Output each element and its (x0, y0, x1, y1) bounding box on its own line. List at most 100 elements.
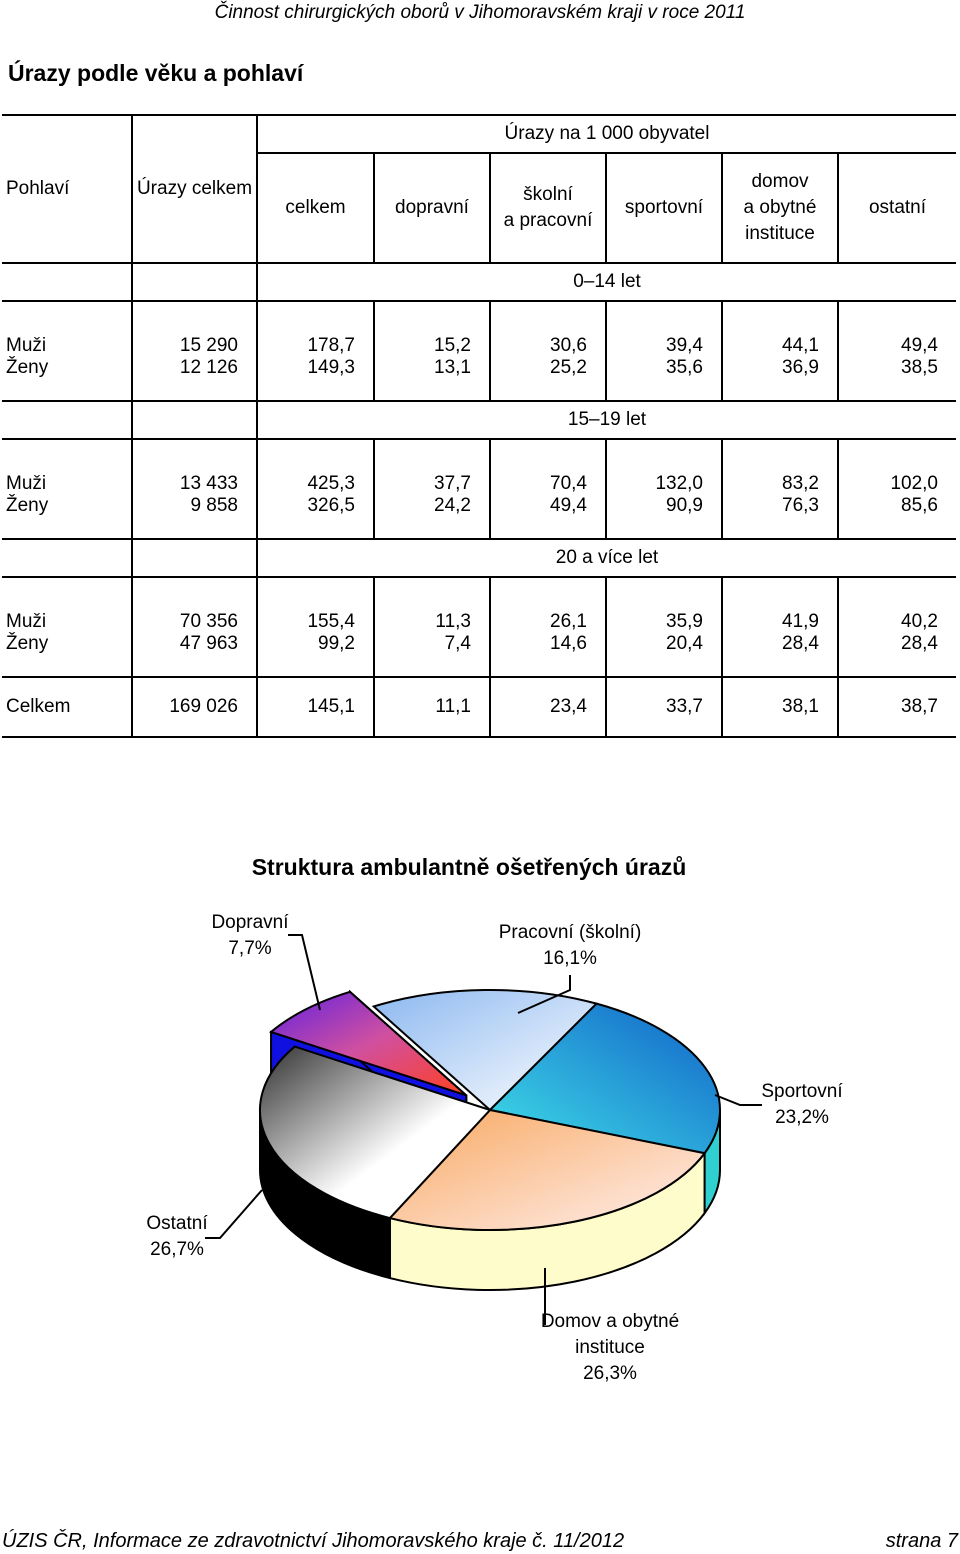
table-total-row: Celkem 169 026 145,1 11,1 23,4 33,7 38,1 38,7 (2, 676, 956, 738)
leader-line-ostatni (205, 1189, 263, 1239)
row-value: 24,2 (373, 495, 490, 539)
table-row: Muži 15 290 178,7 15,2 30,6 39,4 44,1 49,4 (2, 300, 956, 357)
leader-line-sportovni (714, 1094, 762, 1106)
row-sex: Ženy (6, 357, 49, 378)
row-value: 37,7 (373, 438, 490, 495)
footer-page-number: strana 7 (885, 1530, 958, 1552)
col-header-pohlavi: Pohlaví (2, 114, 132, 263)
row-value: 20,4 (605, 633, 722, 677)
row-value: 35,6 (605, 357, 722, 401)
row-value: 25,2 (489, 357, 606, 401)
section-row: 20 a více let (2, 538, 956, 577)
row-sex: Muži (2, 300, 132, 357)
row-value: 178,7 (256, 300, 374, 357)
col-header-urazy-celkem: Úrazy celkem (131, 114, 257, 263)
row-value: 14,6 (489, 633, 606, 677)
col-header: sportovní (605, 152, 722, 263)
pie-slice (269, 990, 467, 1097)
table-header-row: Pohlaví Úrazy celkem Úrazy na 1 000 obyvat… (2, 114, 956, 263)
row-value: 145,1 (256, 676, 374, 738)
section-row: 0–14 let (2, 262, 956, 301)
col-header: dopravní (373, 152, 490, 263)
section-label: 15–19 let (256, 400, 956, 439)
row-value: 38,1 (721, 676, 838, 738)
row-value: 40,2 (837, 576, 956, 633)
row-value: 38,5 (837, 357, 956, 401)
row-value: 7,4 (373, 633, 490, 677)
row-total: 169 026 (131, 676, 257, 738)
row-sex: Celkem (2, 676, 132, 738)
row-value: 35,9 (605, 576, 722, 633)
slice-label-pracovni: Pracovní (školní) 16,1% (498, 922, 642, 969)
footer-source: ÚZIS ČR, Informace ze zdravotnictví Jiho… (2, 1530, 625, 1552)
row-value: 41,9 (721, 576, 838, 633)
row-value: 15,2 (373, 300, 490, 357)
leader-line-pracovni (517, 975, 571, 1014)
row-value: 102,0 (837, 438, 956, 495)
slice-label-domov: Domov a obytné instituce 26,3% (540, 1311, 680, 1384)
slice-label-dopravni: Dopravní 7,7% (211, 912, 289, 959)
table-header-row: celkem dopravní školní a pracovní sportovní… (2, 152, 956, 263)
row-sex: Muži (2, 576, 132, 633)
slice-label-ostatni: Ostatní 26,7% (146, 1213, 208, 1260)
row-value: 425,3 (256, 438, 374, 495)
table-row: Ženy 47 963 99,2 7,4 14,6 20,4 28,4 28,4 (2, 633, 956, 677)
page-header: Činnost chirurgických oborů v Jihomoravs… (214, 2, 746, 23)
row-value: 149,3 (256, 357, 374, 401)
row-value: 99,2 (256, 633, 374, 677)
row-sex: Ženy (6, 495, 49, 516)
row-value: 28,4 (837, 633, 956, 677)
row-value: 23,4 (489, 676, 606, 738)
pie-slice (388, 1108, 707, 1231)
row-total: 15 290 (131, 300, 257, 357)
row-value: 30,6 (489, 300, 606, 357)
row-value: 326,5 (256, 495, 374, 539)
injuries-table: Pohlaví Úrazy celkem Úrazy na 1 000 obyvat… (2, 114, 956, 738)
table-row: Muži 70 356 155,4 11,3 26,1 35,9 41,9 40,2 (2, 576, 956, 633)
row-value: 132,0 (605, 438, 722, 495)
row-value: 44,1 (721, 300, 838, 357)
row-value: 33,7 (605, 676, 722, 738)
row-value: 90,9 (605, 495, 722, 539)
row-value: 76,3 (721, 495, 838, 539)
row-value: 36,9 (721, 357, 838, 401)
row-value: 85,6 (837, 495, 956, 539)
row-value: 13,1 (373, 357, 490, 401)
pie-slice (371, 988, 599, 1112)
group-header: Úrazy na 1 000 obyvatel (256, 114, 956, 153)
page-title: Úrazy podle věku a pohlaví (8, 60, 304, 86)
slice-label-sportovni: Sportovní 23,2% (761, 1081, 843, 1128)
col-header: domov a obytné instituce (721, 152, 838, 263)
table-row: Ženy 12 126 149,3 13,1 25,2 35,6 36,9 38,5 (2, 357, 956, 401)
row-value: 28,4 (721, 633, 838, 677)
row-total: 9 858 (131, 495, 257, 539)
row-value: 49,4 (837, 300, 956, 357)
pie-slice (487, 1002, 721, 1155)
row-value: 26,1 (489, 576, 606, 633)
row-value: 11,1 (373, 676, 490, 738)
row-total: 47 963 (131, 633, 257, 677)
leader-line-dopravni (288, 934, 321, 1011)
row-sex: Muži (2, 438, 132, 495)
row-value: 155,4 (256, 576, 374, 633)
row-total: 13 433 (131, 438, 257, 495)
section-row: 15–19 let (2, 400, 956, 439)
row-total: 70 356 (131, 576, 257, 633)
row-sex: Ženy (6, 633, 49, 654)
table-row: Muži 13 433 425,3 37,7 70,4 132,0 83,2 102,0 (2, 438, 956, 495)
col-header: školní a pracovní (489, 152, 606, 263)
col-header: celkem (256, 152, 374, 263)
row-total: 12 126 (131, 357, 257, 401)
table-row: Ženy 9 858 326,5 24,2 49,4 90,9 76,3 85,6 (2, 495, 956, 539)
section-label: 0–14 let (256, 262, 956, 301)
pie-slice (259, 1045, 492, 1220)
chart-title: Struktura ambulantně ošetřených úrazů (251, 854, 687, 880)
row-value: 70,4 (489, 438, 606, 495)
row-value: 38,7 (837, 676, 956, 738)
row-value: 39,4 (605, 300, 722, 357)
section-label: 20 a více let (256, 538, 956, 577)
row-value: 83,2 (721, 438, 838, 495)
row-value: 11,3 (373, 576, 490, 633)
row-value: 49,4 (489, 495, 606, 539)
